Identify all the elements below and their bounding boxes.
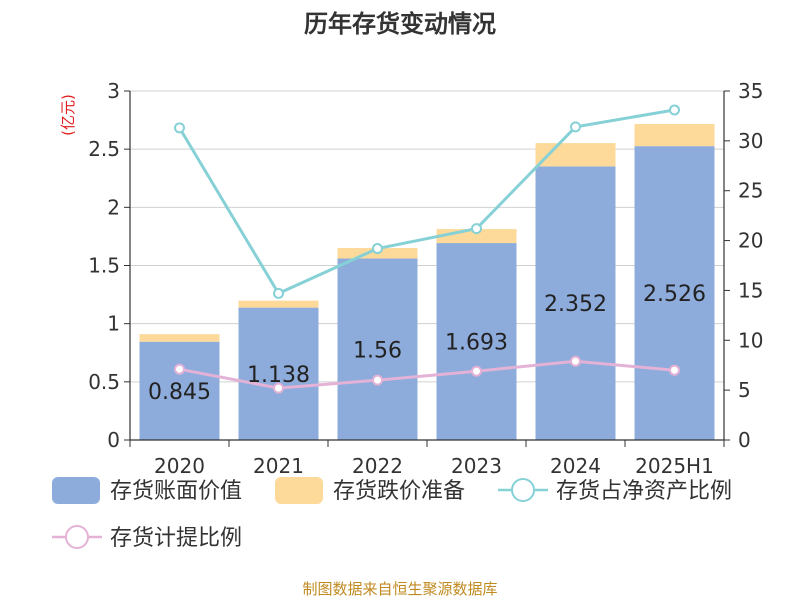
bar-data-label: 1.138 bbox=[247, 363, 310, 388]
point-provision-ratio bbox=[669, 364, 680, 376]
point-inventory-to-net-assets bbox=[372, 243, 383, 255]
x-tick-label: 2024 bbox=[550, 454, 601, 478]
right-tick-label: 25 bbox=[738, 179, 763, 203]
point-provision-ratio bbox=[570, 355, 581, 367]
right-tick-label: 20 bbox=[738, 229, 763, 253]
line-provision-ratio bbox=[179, 359, 675, 390]
gridlines bbox=[130, 90, 724, 383]
bar-data-label: 1.693 bbox=[445, 331, 508, 356]
point-inventory-to-net-assets bbox=[273, 287, 284, 299]
left-axis-unit: (亿元) bbox=[59, 94, 77, 136]
right-tick-label: 10 bbox=[738, 328, 763, 352]
left-tick-label: 0 bbox=[107, 428, 120, 452]
bar-data-label: 2.352 bbox=[544, 292, 607, 317]
legend-marker bbox=[65, 525, 89, 549]
bars-layer bbox=[139, 124, 715, 440]
right-tick-label: 5 bbox=[738, 378, 751, 402]
left-tick-label: 3 bbox=[107, 79, 120, 103]
x-tick-label: 2021 bbox=[253, 454, 304, 478]
point-provision-ratio bbox=[372, 374, 383, 386]
bar-impairment-provision bbox=[634, 124, 715, 147]
bar-impairment-provision bbox=[139, 334, 220, 342]
legend-label: 存货占净资产比例 bbox=[556, 479, 732, 504]
chart-title: 历年存货变动情况 bbox=[304, 10, 496, 38]
bar-data-label: 2.526 bbox=[643, 282, 706, 307]
legend-marker bbox=[511, 478, 535, 502]
left-tick-label: 0.5 bbox=[88, 370, 120, 394]
point-provision-ratio bbox=[273, 382, 284, 394]
legend-label: 存货跌价准备 bbox=[333, 479, 465, 504]
bar-inventory-book-value bbox=[337, 258, 418, 440]
x-tick-label: 2022 bbox=[352, 454, 403, 478]
bar-inventory-book-value bbox=[139, 341, 220, 440]
lines-layer: 0.845 1.138 1.56 1.693 2.352 2.526 bbox=[148, 104, 706, 405]
left-tick-label: 1 bbox=[107, 312, 120, 336]
bar-data-label: 0.845 bbox=[148, 380, 211, 405]
right-tick-label: 15 bbox=[738, 278, 763, 302]
point-inventory-to-net-assets bbox=[669, 104, 680, 116]
legend-label: 存货计提比例 bbox=[110, 526, 242, 551]
bar-inventory-book-value bbox=[634, 146, 715, 440]
point-provision-ratio bbox=[174, 363, 185, 375]
bar-inventory-book-value bbox=[238, 307, 319, 440]
point-provision-ratio bbox=[471, 365, 482, 377]
bar-data-label: 1.56 bbox=[353, 338, 402, 363]
x-tick-label: 2025H1 bbox=[635, 454, 714, 478]
left-tick-label: 2 bbox=[107, 195, 120, 219]
bar-impairment-provision bbox=[238, 300, 319, 308]
right-tick-label: 35 bbox=[738, 79, 763, 103]
point-inventory-to-net-assets bbox=[174, 122, 185, 134]
line-inventory-to-net-assets bbox=[178, 108, 675, 296]
point-inventory-to-net-assets bbox=[570, 121, 581, 133]
source-note: 制图数据来自恒生聚源数据库 bbox=[302, 580, 497, 598]
left-tick-label: 2.5 bbox=[88, 137, 120, 161]
point-inventory-to-net-assets bbox=[471, 223, 482, 235]
bar-inventory-book-value bbox=[535, 166, 616, 440]
legend-label: 存货账面价值 bbox=[110, 479, 242, 504]
right-tick-label: 30 bbox=[738, 129, 763, 153]
x-tick-label: 2023 bbox=[451, 454, 502, 478]
left-tick-label: 1.5 bbox=[88, 254, 120, 278]
bar-inventory-book-value bbox=[436, 243, 517, 440]
x-tick-label: 2020 bbox=[154, 454, 205, 478]
right-tick-label: 0 bbox=[738, 428, 751, 452]
legend-swatch bbox=[275, 477, 323, 504]
legend-swatch bbox=[52, 477, 100, 504]
